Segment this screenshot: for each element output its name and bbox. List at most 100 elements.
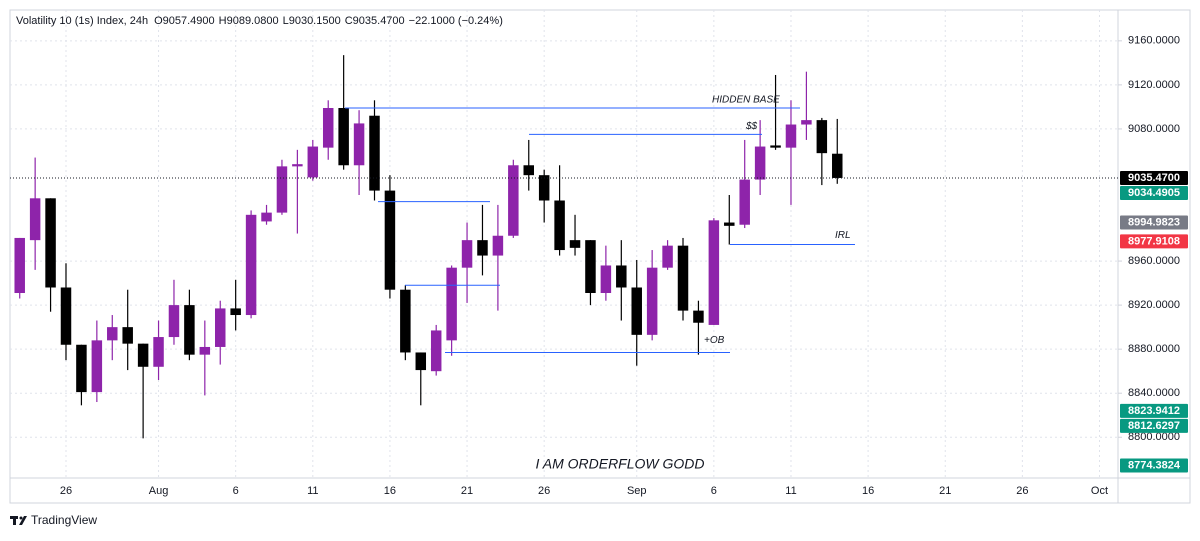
price-label-box (1120, 170, 1188, 185)
candle-body (631, 287, 642, 335)
ohlc-low: L9030.1500 (283, 15, 341, 27)
y-tick-label: 8840.0000 (1128, 387, 1180, 399)
price-label-box (1120, 234, 1188, 249)
candle-body (801, 120, 812, 125)
change: −22.1000 (−0.24%) (409, 15, 503, 27)
candle-body (739, 179, 750, 225)
candle-body (353, 123, 365, 166)
brand-logo (10, 516, 27, 525)
candle-body (45, 198, 56, 288)
candle-body (292, 164, 303, 167)
price-label-box (1120, 185, 1188, 200)
x-tick-label: 26 (1016, 485, 1028, 497)
candle-body (785, 124, 797, 148)
y-tick-label: 9120.0000 (1128, 79, 1180, 91)
candle-body (708, 220, 720, 325)
chart-frame (9, 9, 1191, 504)
y-tick-label: 9160.0000 (1128, 35, 1180, 47)
candle-body (600, 265, 612, 294)
candle-body (461, 240, 473, 268)
candle-body (245, 214, 257, 316)
symbol: Volatility 10 (1s) Index, 24h (16, 15, 148, 27)
candle-body (215, 308, 226, 347)
x-tick-label: 26 (538, 485, 550, 497)
candle-body (585, 240, 596, 294)
x-tick-label: 11 (785, 485, 796, 497)
price-label-box (1120, 403, 1188, 418)
grid (10, 10, 1118, 478)
candle-body (492, 235, 504, 256)
price-label: 8812.6297 (1128, 420, 1180, 432)
x-tick-label: Oct (1091, 485, 1108, 497)
candle-body (693, 310, 704, 323)
candle-body (60, 287, 72, 345)
x-tick-label: Aug (149, 485, 169, 497)
watermark: I AM ORDERFLOW GODD (535, 456, 704, 472)
price-label: 8977.9108 (1128, 235, 1180, 247)
candle-body (107, 327, 118, 341)
y-tick-label: 8920.0000 (1128, 299, 1180, 311)
price-label: 9034.4905 (1128, 187, 1180, 199)
candle-body (14, 237, 25, 294)
candle-body (832, 153, 843, 178)
x-tick-label: 21 (461, 485, 473, 497)
candle-body (153, 337, 164, 367)
x-tick-label: 16 (862, 485, 874, 497)
x-tick-label: Sep (627, 485, 647, 497)
candle-body (554, 200, 565, 251)
level-label: HIDDEN BASE (712, 95, 780, 106)
candle-body (754, 146, 766, 180)
candle-body (137, 343, 149, 367)
candle-body (446, 267, 457, 341)
brand: TradingView (31, 513, 97, 527)
candle-body (400, 289, 411, 353)
y-tick-label: 8960.0000 (1128, 255, 1180, 267)
level-label: $$ (745, 121, 758, 132)
x-tick-label: 6 (233, 485, 239, 497)
ohlc-high: H9089.0800 (219, 15, 279, 27)
level-label: +OB (704, 335, 725, 346)
price-label: 8823.9412 (1128, 405, 1180, 417)
candle-body (538, 175, 550, 201)
candle-body (338, 108, 349, 166)
price-label: 9035.4700 (1128, 172, 1180, 184)
candle-body (508, 165, 519, 236)
candle-body (168, 305, 180, 338)
x-tick-label: 6 (711, 485, 717, 497)
legend-header: Volatility 10 (1s) Index, 24h O9057.4900 H… (16, 15, 503, 27)
candle-body (276, 166, 288, 213)
ohlc-close: C9035.4700 (345, 15, 405, 27)
candle-body (724, 222, 735, 226)
candle-body (369, 115, 380, 191)
candle-body (770, 145, 781, 148)
candle-body (91, 340, 103, 393)
level-label: IRL (835, 230, 851, 241)
candle-body (569, 240, 581, 248)
y-tick-label: 8880.0000 (1128, 343, 1180, 355)
x-tick-label: 26 (60, 485, 72, 497)
candle-body (122, 327, 133, 344)
candle-body (307, 146, 319, 178)
x-tick-label: 11 (307, 485, 318, 497)
candle-body (261, 212, 272, 222)
ohlc-open: O9057.4900 (154, 15, 215, 27)
candle-body (477, 240, 488, 256)
candle-body (230, 308, 241, 316)
candle-body (29, 198, 41, 241)
price-label-box (1120, 215, 1188, 230)
candle-body (199, 346, 211, 355)
price-label: 8774.3824 (1128, 459, 1181, 471)
candle-body (384, 190, 396, 290)
x-tick-label: 16 (384, 485, 396, 497)
candle-body (616, 265, 627, 288)
candle-body (76, 344, 87, 393)
price-label-box (1120, 458, 1188, 473)
marks (14, 55, 843, 439)
candle-body (322, 108, 334, 148)
price-label-box (1120, 418, 1188, 433)
price-label: 8994.9823 (1128, 216, 1180, 228)
candle-body (677, 245, 689, 311)
candle-body (816, 120, 828, 154)
candle-body (430, 330, 442, 372)
